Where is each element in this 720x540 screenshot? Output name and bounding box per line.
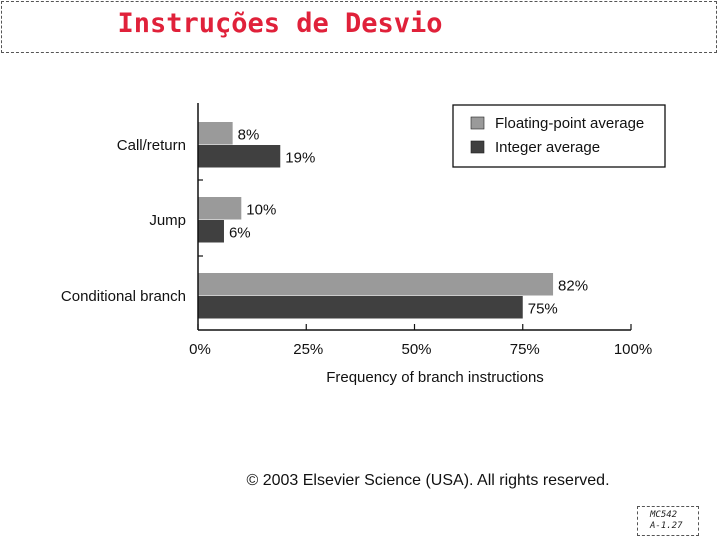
x-tick-label-3: 75% — [510, 341, 540, 358]
x-tick-label-1: 25% — [293, 341, 323, 358]
legend-box — [452, 104, 666, 168]
copyright-notice: © 2003 Elsevier Science (USA). All right… — [0, 472, 720, 490]
title-frame — [1, 1, 717, 53]
bar-value-label-2-0: 82% — [558, 278, 588, 295]
slide-title: Instruções de Desvio — [0, 8, 720, 39]
category-label-0: Call/return — [117, 137, 186, 154]
bar-0-1 — [198, 145, 281, 168]
bar-value-label-1-1: 6% — [229, 225, 251, 242]
bar-value-label-0-0: 8% — [238, 127, 260, 144]
page-ref-number: A-1.27 — [650, 521, 683, 531]
x-tick-label-2: 50% — [401, 341, 431, 358]
x-tick-label-4: 100% — [614, 341, 652, 358]
bar-1-0 — [198, 197, 242, 220]
bar-0-0 — [198, 122, 233, 145]
legend-swatch-0 — [470, 116, 485, 130]
bar-2-0 — [198, 273, 554, 296]
x-axis-title: Frequency of branch instructions — [326, 369, 544, 386]
legend-label-1: Integer average — [495, 139, 600, 156]
legend-swatch-1 — [470, 140, 485, 154]
category-label-1: Jump — [149, 212, 186, 229]
bar-1-1 — [198, 220, 224, 243]
bar-2-1 — [198, 296, 523, 319]
page-reference: MC542 A-1.27 — [637, 506, 699, 536]
bar-value-label-0-1: 19% — [285, 150, 315, 167]
slide-title-text: Instruções de Desvio — [117, 8, 443, 39]
bar-value-label-2-1: 75% — [528, 301, 558, 318]
legend-label-0: Floating-point average — [495, 115, 644, 132]
copyright-text: © 2003 Elsevier Science (USA). All right… — [246, 472, 610, 489]
x-tick-label-0: 0% — [189, 341, 211, 358]
page-ref-course: MC542 — [650, 510, 678, 520]
category-label-2: Conditional branch — [61, 288, 186, 305]
bar-value-label-1-0: 10% — [246, 202, 276, 219]
